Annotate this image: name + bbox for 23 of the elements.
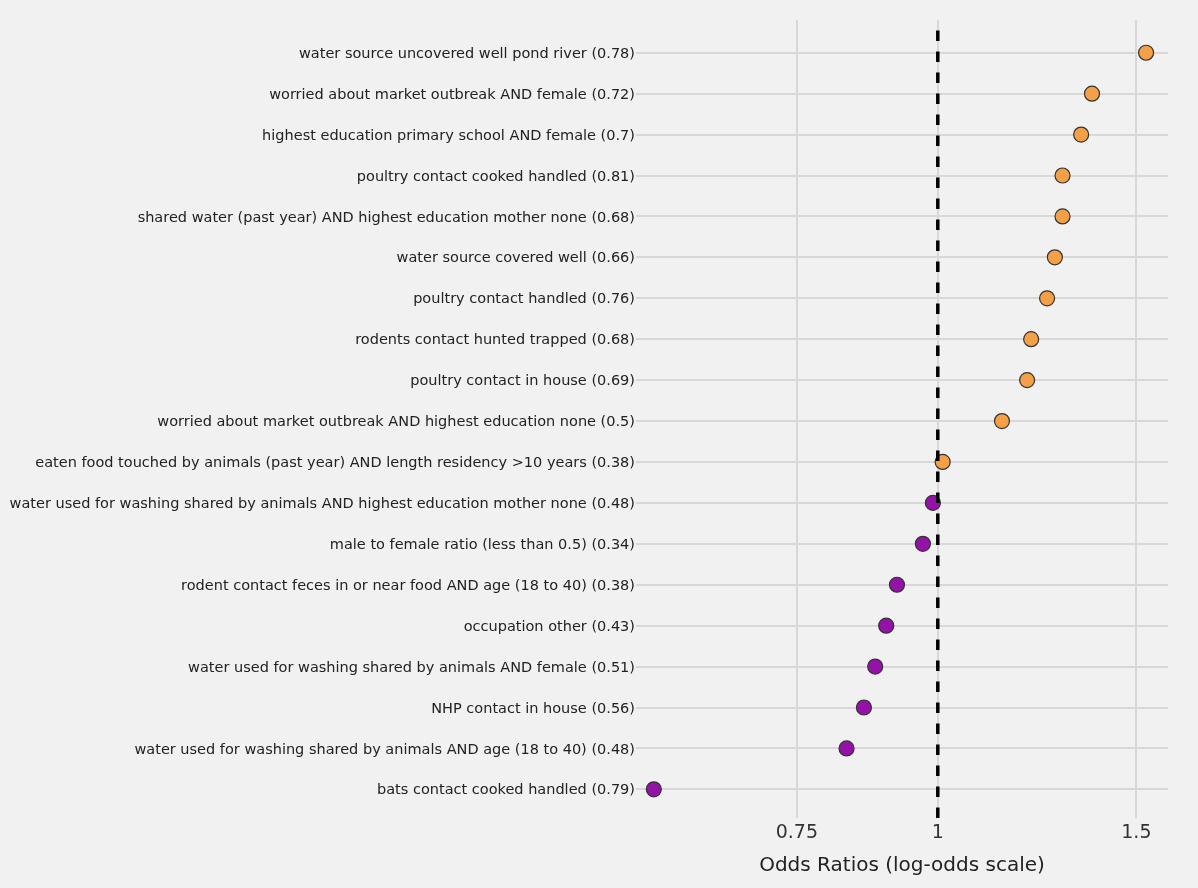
x-tick-label: 1	[931, 820, 944, 842]
y-tick-label: eaten food touched by animals (past year) AND length residency >10 years (0.38)	[35, 454, 635, 471]
y-tick-label: water used for washing shared by animals AND highest education mother none (0.48)	[9, 494, 635, 511]
x-tick-label: 0.75	[775, 820, 819, 842]
y-tick-label: shared water (past year) AND highest education mother none (0.68)	[137, 208, 635, 225]
x-axis-title: Odds Ratios (log-odds scale)	[759, 851, 1045, 876]
y-tick-label: water source covered well (0.66)	[396, 249, 635, 266]
y-tick-label: poultry contact in house (0.69)	[410, 372, 635, 389]
y-tick-label: worried about market outbreak AND highest education none (0.5)	[157, 413, 635, 430]
y-tick-label: male to female ratio (less than 0.5) (0.34)	[329, 535, 635, 552]
y-tick-label: rodent contact feces in or near food AND age (18 to 40) (0.38)	[181, 576, 635, 593]
y-tick-label: bats contact cooked handled (0.79)	[377, 781, 635, 798]
x-tick-label: 1.5	[1121, 820, 1152, 842]
y-tick-label: worried about market outbreak AND female (0.72)	[269, 85, 635, 102]
y-tick-label: NHP contact in house (0.56)	[431, 699, 635, 716]
y-tick-label: poultry contact handled (0.76)	[413, 290, 635, 307]
y-tick-label: rodents contact hunted trapped (0.68)	[355, 331, 635, 348]
y-tick-label: water used for washing shared by animals AND female (0.51)	[188, 658, 635, 675]
y-tick-label: water source uncovered well pond river (0.78)	[299, 44, 635, 61]
y-tick-label: highest education primary school AND female (0.7)	[262, 126, 635, 143]
y-tick-label: water used for washing shared by animals AND age (18 to 40) (0.48)	[134, 740, 635, 757]
y-tick-label: occupation other (0.43)	[463, 617, 635, 634]
y-tick-label: poultry contact cooked handled (0.81)	[356, 167, 635, 184]
